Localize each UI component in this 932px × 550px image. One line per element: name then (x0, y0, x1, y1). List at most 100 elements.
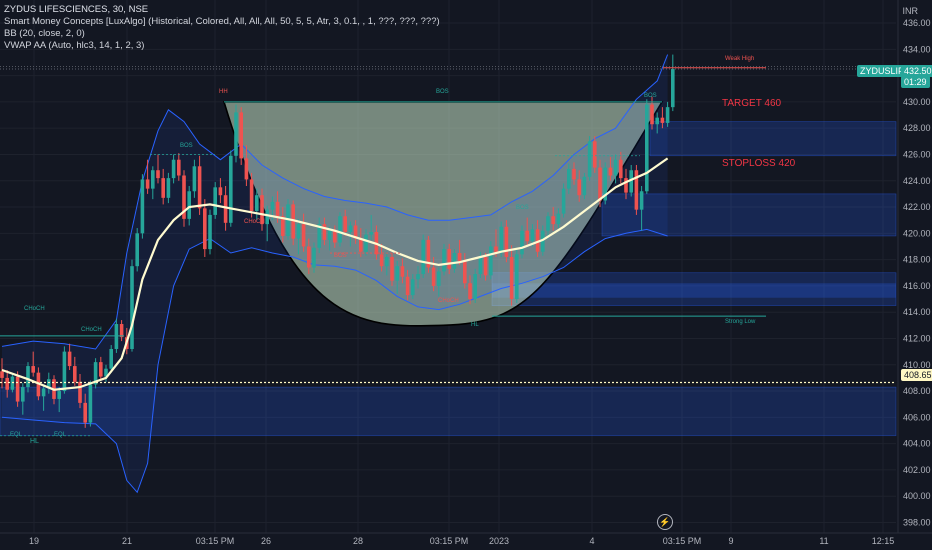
time-tick-label: 4 (589, 536, 594, 546)
candle-body (671, 69, 675, 108)
weak-high-label: Weak High (725, 56, 755, 62)
time-tick-label: 2023 (489, 536, 509, 546)
candle-body (416, 274, 420, 280)
candle-body (317, 224, 321, 248)
candle (145, 159, 150, 194)
candle-body (587, 141, 592, 177)
candle-body (161, 178, 165, 198)
candle-body (151, 170, 155, 189)
candle-body (338, 216, 342, 243)
target-annotation[interactable]: TARGET 460 (722, 98, 782, 109)
candle-body (21, 387, 25, 402)
candle (468, 275, 472, 305)
candle-body (156, 170, 160, 179)
candle-body (541, 230, 545, 252)
candle-body (130, 266, 134, 349)
candle (390, 253, 394, 286)
candle (379, 243, 384, 272)
candle-body (119, 324, 124, 338)
candle (504, 220, 509, 263)
time-axis: 19 21 03:15 PM 26 28 03:15 PM 2023 4 03:15 PM 9 11… (0, 532, 932, 546)
stoploss-annotation[interactable]: STOPLOSS 420 (722, 158, 796, 169)
candle-body (109, 348, 113, 369)
bos-right-label: BOS (644, 93, 657, 99)
candle-body (473, 274, 477, 300)
candle-body (629, 170, 633, 193)
candle (322, 217, 327, 246)
candle-body (655, 117, 659, 125)
time-tick-label: 19 (29, 536, 39, 546)
candle (556, 208, 561, 229)
symbol-tag: ZYDUSLIFE (857, 65, 913, 77)
indicator-smc[interactable]: Smart Money Concepts [LuxAlgo] (Historic… (4, 16, 440, 27)
candle (62, 346, 67, 394)
candle (572, 162, 576, 185)
candle-body (619, 159, 623, 179)
candle-body (93, 362, 98, 385)
price-tick-label: 418.00 (903, 255, 931, 265)
hl-low-label: HL (30, 438, 39, 445)
hh-label: HH (219, 89, 228, 95)
candle-body (291, 204, 295, 239)
price-tick-label: 424.00 (903, 176, 931, 186)
candle-body (177, 159, 181, 176)
candle-body (187, 191, 191, 219)
candle-body (275, 201, 280, 217)
candle (551, 207, 555, 231)
candle-body (255, 195, 259, 211)
candle-body (353, 225, 358, 239)
indicator-vwap[interactable]: VWAP AA (Auto, hlc3, 14, 1, 2, 3) (4, 40, 145, 51)
time-tick-label: 21 (122, 536, 132, 546)
supply-demand-zones (0, 121, 897, 437)
candle-body (203, 208, 207, 250)
candle (613, 154, 618, 184)
candle-body (166, 178, 171, 198)
bos-top-label: BOS (436, 89, 449, 95)
time-tick-label: 11 (819, 536, 828, 546)
candle-body (660, 117, 665, 123)
candle-body (213, 187, 217, 215)
price-tick-label: 416.00 (903, 281, 931, 291)
candle-body (442, 249, 446, 272)
candle (671, 54, 675, 112)
candle (88, 380, 93, 427)
candle (515, 249, 519, 303)
candle (119, 320, 124, 342)
price-tick-label: 410.00 (903, 360, 931, 370)
candle-body (515, 254, 519, 300)
eql-2-label: EQL (54, 432, 67, 438)
candle (265, 205, 269, 242)
candle-body (603, 167, 607, 201)
indicator-bb[interactable]: BB (20, close, 2, 0) (4, 28, 85, 39)
candle (416, 266, 420, 289)
candle-body (567, 168, 571, 189)
candle (171, 154, 176, 184)
chart-title[interactable]: ZYDUS LIFESCIENCES, 30, NSE (4, 4, 149, 15)
candle (411, 274, 415, 300)
lightning-icon[interactable]: ⚡ (657, 514, 673, 530)
candle (187, 186, 191, 226)
candle (405, 270, 410, 301)
candle-body (99, 362, 103, 377)
candle (10, 373, 15, 393)
candle-body (494, 246, 498, 254)
candle (255, 188, 259, 221)
price-tick-label: 420.00 (903, 228, 931, 238)
candle (567, 163, 571, 194)
candle (639, 186, 644, 231)
candle-body (5, 377, 9, 390)
candle-body (561, 188, 566, 214)
candlesticks (0, 54, 675, 428)
candle-body (281, 216, 285, 236)
candle-body (322, 224, 327, 240)
candle (26, 362, 30, 393)
candle-body (385, 256, 389, 267)
price-tick-label: 426.00 (903, 149, 931, 159)
candle-body (645, 104, 649, 192)
candle (239, 107, 243, 165)
price-tick-label: 412.00 (903, 333, 931, 343)
demand-zone (649, 121, 897, 157)
candle-body (208, 214, 212, 250)
candle (177, 153, 181, 181)
